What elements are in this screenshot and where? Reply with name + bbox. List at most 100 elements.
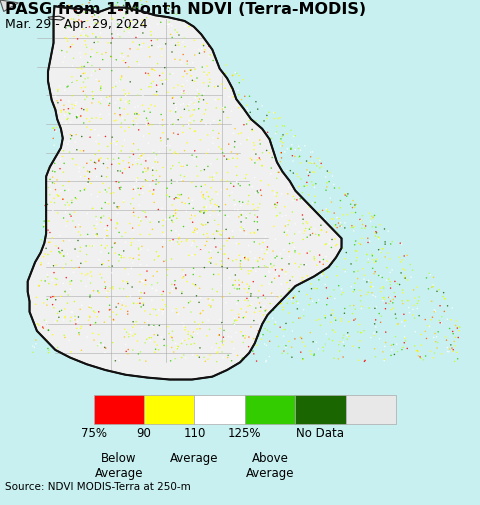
Point — [399, 289, 407, 297]
Point — [76, 306, 84, 314]
Point — [84, 270, 92, 278]
Point — [129, 318, 137, 326]
Point — [168, 94, 176, 102]
Point — [97, 154, 105, 162]
Point — [77, 112, 84, 120]
Point — [273, 252, 281, 261]
Point — [50, 141, 58, 149]
Point — [168, 327, 176, 335]
Point — [152, 306, 159, 314]
Point — [200, 230, 207, 238]
Point — [352, 247, 360, 255]
Point — [430, 354, 437, 362]
Point — [64, 37, 72, 45]
Point — [89, 95, 97, 103]
Point — [89, 205, 96, 213]
Point — [67, 285, 74, 293]
Point — [61, 313, 69, 321]
Point — [281, 171, 289, 179]
Point — [358, 305, 365, 313]
Point — [407, 261, 414, 269]
Point — [228, 357, 236, 365]
Point — [135, 126, 143, 134]
Point — [274, 168, 282, 176]
Point — [83, 115, 90, 123]
Point — [197, 309, 204, 317]
Point — [233, 299, 240, 308]
Point — [40, 252, 48, 261]
Point — [252, 304, 260, 312]
Point — [112, 178, 120, 186]
Point — [277, 296, 285, 305]
Point — [309, 229, 316, 237]
Point — [85, 168, 93, 176]
Point — [92, 319, 99, 327]
Point — [282, 342, 290, 350]
Point — [153, 150, 160, 159]
Point — [397, 258, 405, 266]
Point — [178, 339, 185, 347]
Point — [260, 302, 268, 311]
Point — [143, 335, 151, 343]
Point — [134, 174, 142, 182]
Point — [193, 229, 201, 237]
Point — [421, 316, 429, 324]
Point — [369, 223, 376, 231]
Point — [279, 122, 287, 130]
Point — [52, 185, 60, 193]
Point — [81, 186, 88, 194]
Point — [238, 265, 245, 273]
Point — [150, 189, 157, 197]
Point — [201, 203, 208, 211]
Point — [129, 38, 137, 46]
Point — [454, 355, 461, 363]
Point — [139, 92, 147, 100]
Point — [252, 189, 260, 197]
Point — [192, 281, 199, 289]
Point — [350, 286, 358, 294]
Point — [167, 357, 174, 365]
Point — [134, 214, 142, 222]
Point — [84, 316, 92, 324]
Point — [179, 81, 187, 89]
Point — [309, 199, 316, 207]
Point — [139, 101, 146, 109]
Point — [137, 161, 145, 169]
Point — [391, 350, 398, 359]
Point — [351, 279, 359, 287]
Point — [293, 297, 300, 306]
Point — [61, 86, 69, 94]
Point — [314, 267, 322, 275]
Point — [121, 238, 129, 246]
Point — [220, 337, 228, 345]
Point — [256, 200, 264, 208]
Point — [291, 145, 299, 154]
Point — [100, 235, 108, 243]
Point — [144, 317, 152, 325]
Point — [270, 262, 278, 270]
Point — [91, 67, 99, 75]
Point — [135, 201, 143, 209]
Point — [37, 261, 45, 269]
Point — [156, 72, 164, 80]
Point — [375, 234, 383, 242]
Text: Average: Average — [170, 452, 219, 465]
Point — [74, 317, 82, 325]
Point — [399, 343, 407, 351]
Point — [178, 289, 186, 297]
Point — [235, 276, 242, 284]
Point — [110, 155, 118, 163]
Point — [95, 156, 103, 164]
Point — [82, 41, 90, 49]
Point — [271, 200, 279, 209]
Point — [411, 294, 419, 302]
Point — [122, 347, 130, 356]
Point — [256, 254, 264, 262]
Point — [96, 86, 104, 94]
Point — [380, 284, 388, 292]
Point — [188, 251, 196, 259]
Point — [126, 220, 133, 228]
Point — [71, 316, 79, 324]
Point — [82, 91, 89, 99]
Point — [204, 82, 212, 90]
